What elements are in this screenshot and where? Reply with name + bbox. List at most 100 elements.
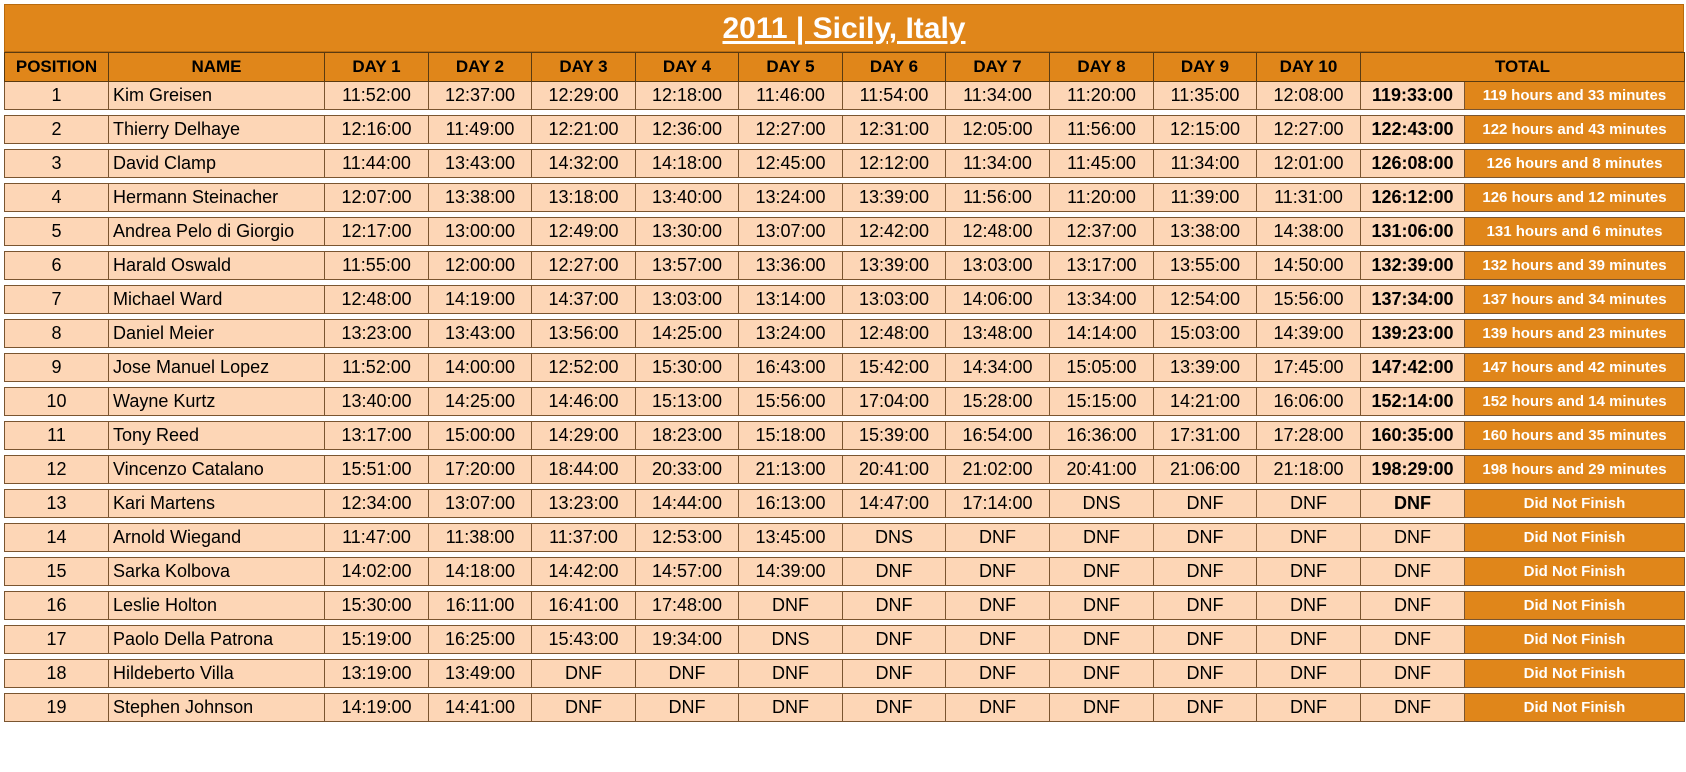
table-row[interactable]: 15 Sarka Kolbova 14:02:00 14:18:00 14:42:00 1…: [4, 557, 1685, 586]
total-text-cell[interactable]: Did Not Finish: [1464, 557, 1685, 586]
total-time-cell[interactable]: DNF: [1360, 659, 1465, 688]
day-9-cell[interactable]: 11:34:00: [1153, 149, 1257, 178]
day-10-cell[interactable]: 14:39:00: [1256, 319, 1361, 348]
day-3-cell[interactable]: 14:37:00: [531, 285, 636, 314]
day-4-cell[interactable]: 19:34:00: [635, 625, 739, 654]
day-4-cell[interactable]: 13:03:00: [635, 285, 739, 314]
day-2-cell[interactable]: 13:07:00: [428, 489, 532, 518]
day-6-cell[interactable]: 11:54:00: [842, 81, 946, 110]
total-time-cell[interactable]: 122:43:00: [1360, 115, 1465, 144]
day-7-cell[interactable]: DNF: [945, 659, 1050, 688]
day-9-cell[interactable]: DNF: [1153, 659, 1257, 688]
position-cell[interactable]: 2: [4, 115, 109, 144]
position-cell[interactable]: 12: [4, 455, 109, 484]
name-cell[interactable]: Stephen Johnson: [108, 693, 325, 722]
name-cell[interactable]: Arnold Wiegand: [108, 523, 325, 552]
day-2-cell[interactable]: 13:00:00: [428, 217, 532, 246]
total-time-cell[interactable]: DNF: [1360, 693, 1465, 722]
day-3-cell[interactable]: 11:37:00: [531, 523, 636, 552]
name-cell[interactable]: Hermann Steinacher: [108, 183, 325, 212]
total-text-cell[interactable]: Did Not Finish: [1464, 591, 1685, 620]
day-7-cell[interactable]: 12:05:00: [945, 115, 1050, 144]
day-10-cell[interactable]: 14:50:00: [1256, 251, 1361, 280]
day-2-cell[interactable]: 13:38:00: [428, 183, 532, 212]
day-5-cell[interactable]: DNF: [738, 591, 843, 620]
day-5-cell[interactable]: 11:46:00: [738, 81, 843, 110]
day-4-cell[interactable]: 15:13:00: [635, 387, 739, 416]
name-cell[interactable]: Sarka Kolbova: [108, 557, 325, 586]
total-text-cell[interactable]: 126 hours and 8 minutes: [1464, 149, 1685, 178]
day-3-cell[interactable]: 16:41:00: [531, 591, 636, 620]
day-9-cell[interactable]: 14:21:00: [1153, 387, 1257, 416]
day-1-cell[interactable]: 13:17:00: [324, 421, 429, 450]
day-9-cell[interactable]: DNF: [1153, 625, 1257, 654]
total-text-cell[interactable]: 137 hours and 34 minutes: [1464, 285, 1685, 314]
day-7-cell[interactable]: 14:06:00: [945, 285, 1050, 314]
day-6-cell[interactable]: DNF: [842, 591, 946, 620]
header-day-5[interactable]: DAY 5: [738, 52, 843, 82]
day-1-cell[interactable]: 11:52:00: [324, 353, 429, 382]
day-9-cell[interactable]: DNF: [1153, 591, 1257, 620]
header-position[interactable]: POSITION: [4, 52, 109, 82]
day-3-cell[interactable]: 12:27:00: [531, 251, 636, 280]
day-5-cell[interactable]: 12:27:00: [738, 115, 843, 144]
table-row[interactable]: 3 David Clamp 11:44:00 13:43:00 14:32:00 14:1…: [4, 149, 1685, 178]
position-cell[interactable]: 14: [4, 523, 109, 552]
day-4-cell[interactable]: 14:44:00: [635, 489, 739, 518]
table-row[interactable]: 9 Jose Manuel Lopez 11:52:00 14:00:00 12:52:…: [4, 353, 1685, 382]
day-9-cell[interactable]: DNF: [1153, 557, 1257, 586]
day-4-cell[interactable]: 12:36:00: [635, 115, 739, 144]
day-3-cell[interactable]: 12:49:00: [531, 217, 636, 246]
table-row[interactable]: 5 Andrea Pelo di Giorgio 12:17:00 13:00:00 1…: [4, 217, 1685, 246]
day-4-cell[interactable]: 17:48:00: [635, 591, 739, 620]
day-5-cell[interactable]: 13:45:00: [738, 523, 843, 552]
day-4-cell[interactable]: DNF: [635, 659, 739, 688]
day-10-cell[interactable]: DNF: [1256, 489, 1361, 518]
day-3-cell[interactable]: 13:56:00: [531, 319, 636, 348]
table-row[interactable]: 8 Daniel Meier 13:23:00 13:43:00 13:56:00 14:…: [4, 319, 1685, 348]
day-9-cell[interactable]: 13:38:00: [1153, 217, 1257, 246]
day-9-cell[interactable]: DNF: [1153, 523, 1257, 552]
table-row[interactable]: 18 Hildeberto Villa 13:19:00 13:49:00 DNF DNF…: [4, 659, 1685, 688]
day-8-cell[interactable]: 13:17:00: [1049, 251, 1154, 280]
day-7-cell[interactable]: DNF: [945, 591, 1050, 620]
name-cell[interactable]: Wayne Kurtz: [108, 387, 325, 416]
day-5-cell[interactable]: 15:56:00: [738, 387, 843, 416]
day-9-cell[interactable]: DNF: [1153, 693, 1257, 722]
day-7-cell[interactable]: 16:54:00: [945, 421, 1050, 450]
day-1-cell[interactable]: 15:19:00: [324, 625, 429, 654]
day-4-cell[interactable]: 14:57:00: [635, 557, 739, 586]
day-8-cell[interactable]: 11:45:00: [1049, 149, 1154, 178]
total-text-cell[interactable]: 122 hours and 43 minutes: [1464, 115, 1685, 144]
header-day-1[interactable]: DAY 1: [324, 52, 429, 82]
table-row[interactable]: 19 Stephen Johnson 14:19:00 14:41:00 DNF DNF D…: [4, 693, 1685, 722]
day-10-cell[interactable]: 17:45:00: [1256, 353, 1361, 382]
day-2-cell[interactable]: 15:00:00: [428, 421, 532, 450]
total-text-cell[interactable]: Did Not Finish: [1464, 693, 1685, 722]
day-4-cell[interactable]: 13:40:00: [635, 183, 739, 212]
header-day-10[interactable]: DAY 10: [1256, 52, 1361, 82]
day-2-cell[interactable]: 17:20:00: [428, 455, 532, 484]
header-day-2[interactable]: DAY 2: [428, 52, 532, 82]
table-row[interactable]: 17 Paolo Della Patrona 15:19:00 16:25:00 15:…: [4, 625, 1685, 654]
header-day-8[interactable]: DAY 8: [1049, 52, 1154, 82]
day-2-cell[interactable]: 16:25:00: [428, 625, 532, 654]
day-3-cell[interactable]: 15:43:00: [531, 625, 636, 654]
total-time-cell[interactable]: 131:06:00: [1360, 217, 1465, 246]
total-text-cell[interactable]: 198 hours and 29 minutes: [1464, 455, 1685, 484]
day-9-cell[interactable]: 12:54:00: [1153, 285, 1257, 314]
table-row[interactable]: 14 Arnold Wiegand 11:47:00 11:38:00 11:37:00…: [4, 523, 1685, 552]
day-10-cell[interactable]: 21:18:00: [1256, 455, 1361, 484]
day-4-cell[interactable]: 18:23:00: [635, 421, 739, 450]
name-cell[interactable]: Andrea Pelo di Giorgio: [108, 217, 325, 246]
name-cell[interactable]: Vincenzo Catalano: [108, 455, 325, 484]
day-3-cell[interactable]: 13:18:00: [531, 183, 636, 212]
day-9-cell[interactable]: 13:55:00: [1153, 251, 1257, 280]
day-8-cell[interactable]: 15:15:00: [1049, 387, 1154, 416]
day-2-cell[interactable]: 14:19:00: [428, 285, 532, 314]
day-7-cell[interactable]: 11:34:00: [945, 81, 1050, 110]
day-8-cell[interactable]: 20:41:00: [1049, 455, 1154, 484]
day-4-cell[interactable]: 13:30:00: [635, 217, 739, 246]
day-1-cell[interactable]: 11:52:00: [324, 81, 429, 110]
day-5-cell[interactable]: 16:43:00: [738, 353, 843, 382]
